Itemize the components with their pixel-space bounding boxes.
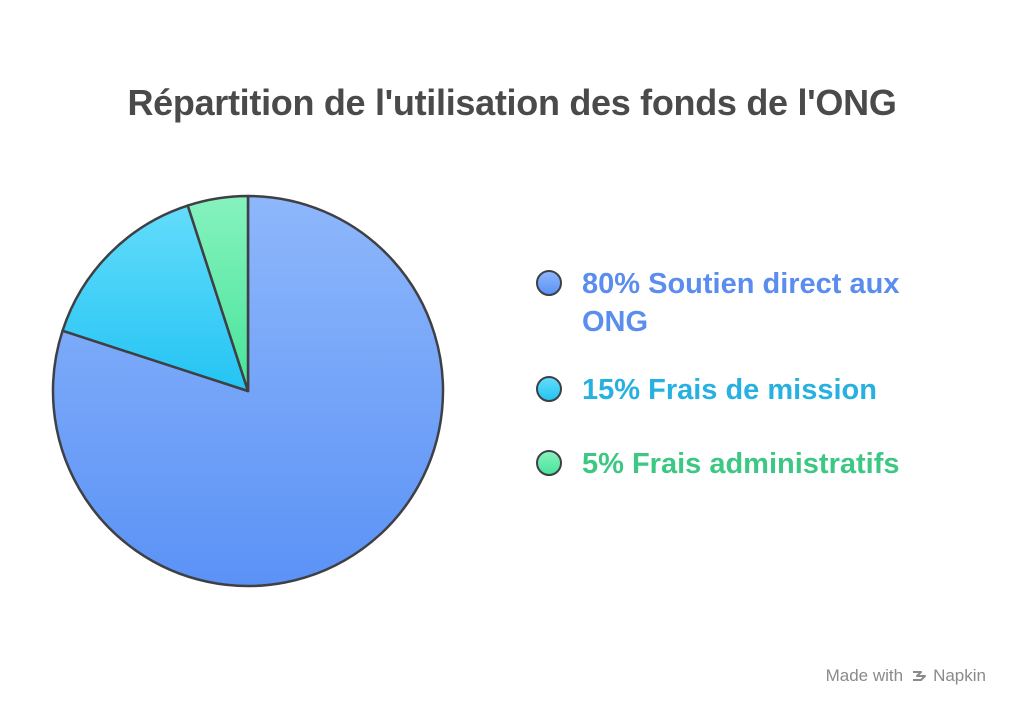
napkin-logo-icon [911,668,927,684]
legend-swatch-frais-mission [536,376,562,402]
legend-swatch-frais-administratifs [536,450,562,476]
legend-swatch-soutien-direct [536,270,562,296]
made-with-text: Made with [825,666,904,685]
chart-legend: 80% Soutien direct aux ONG 15% Frais de … [536,265,936,513]
pie-chart [51,194,445,588]
legend-label-soutien-direct: 80% Soutien direct aux ONG [582,268,900,338]
legend-item-frais-administratifs: 5% Frais administratifs [536,445,936,483]
chart-title: Répartition de l'utilisation des fonds d… [127,82,897,123]
legend-label-frais-mission: 15% Frais de mission [582,374,877,406]
pie-slice-frais-administratifs [186,194,250,393]
legend-item-soutien-direct: 80% Soutien direct aux ONG [536,265,936,341]
made-with-napkin-footer[interactable]: Made with Napkin [826,666,986,686]
legend-label-frais-administratifs: 5% Frais administratifs [582,448,900,480]
napkin-brand-text: Napkin [933,666,986,685]
legend-item-frais-mission: 15% Frais de mission [536,371,936,409]
